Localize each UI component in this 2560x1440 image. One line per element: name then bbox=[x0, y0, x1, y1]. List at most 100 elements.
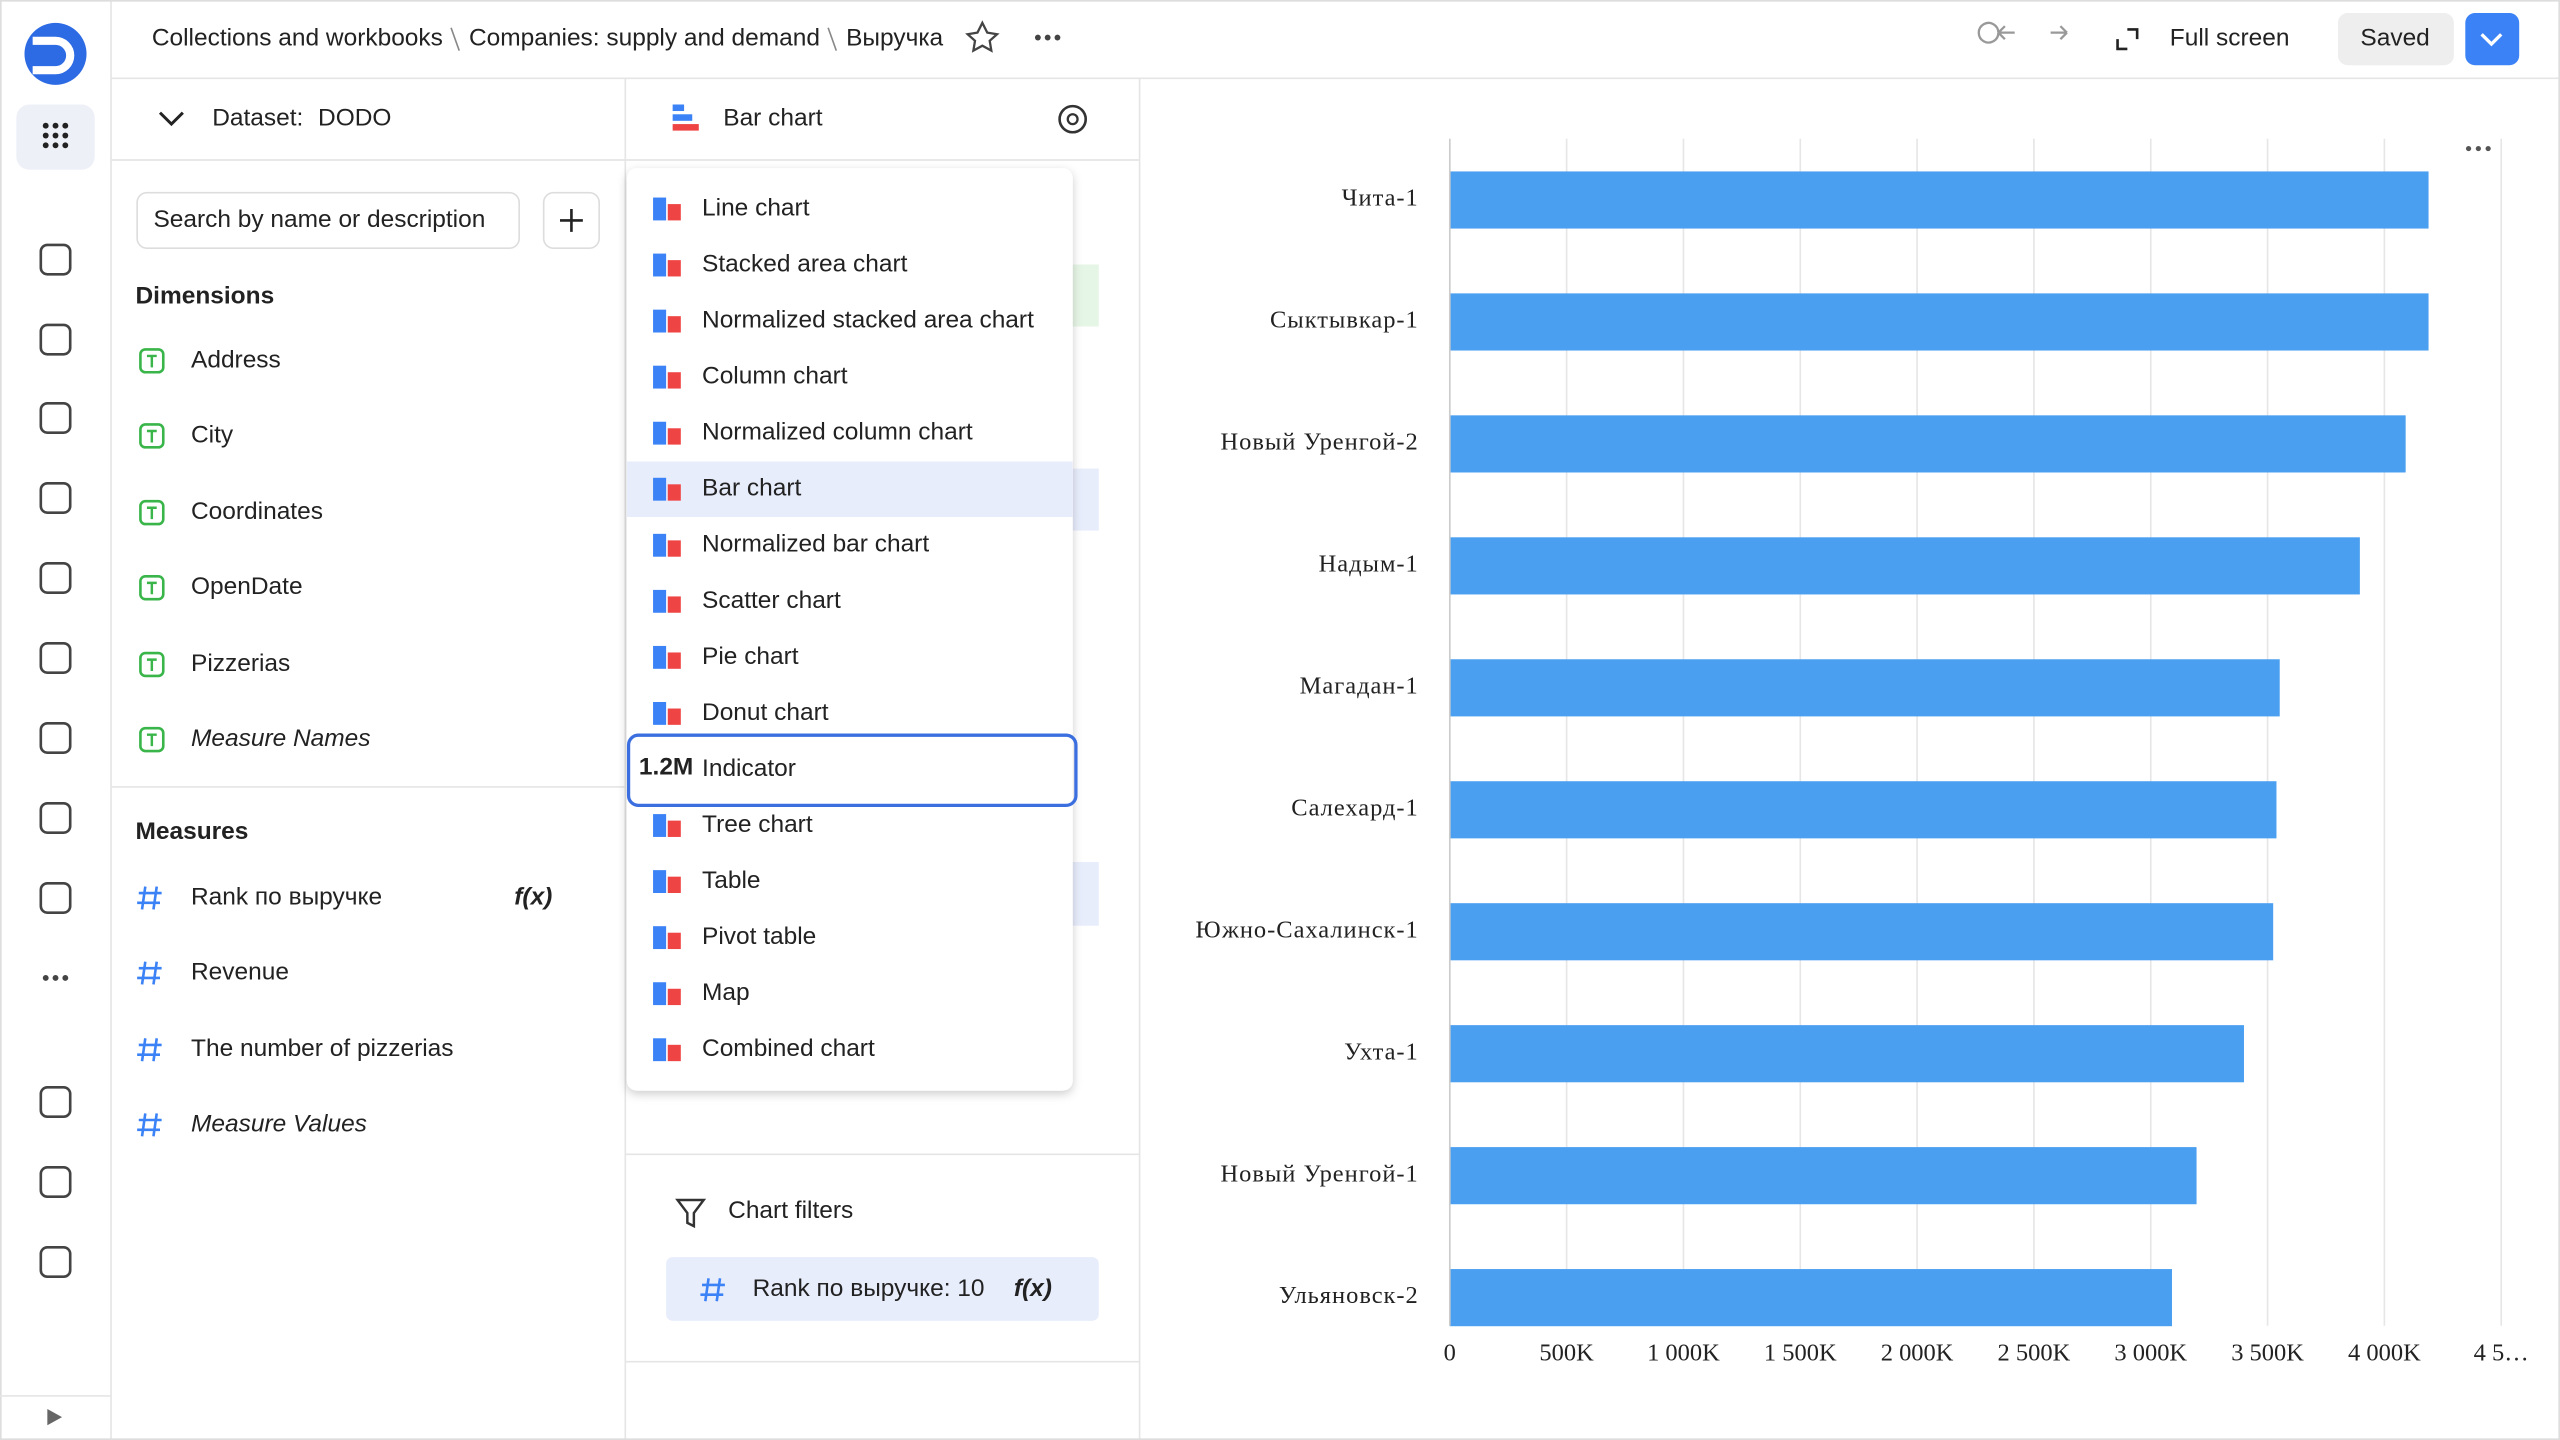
dimension-icon-glyph bbox=[146, 581, 157, 595]
menu-item[interactable]: Donut chart bbox=[702, 699, 829, 726]
menu-icon bbox=[653, 1038, 667, 1062]
filter-chip[interactable] bbox=[666, 1257, 1099, 1321]
visualization-type[interactable]: Bar chart bbox=[723, 105, 822, 132]
dimension-icon bbox=[139, 726, 165, 753]
collapse-arrow[interactable] bbox=[47, 1408, 63, 1426]
rail-icon[interactable] bbox=[39, 881, 72, 914]
redo[interactable] bbox=[2050, 25, 2068, 40]
rail-icon[interactable] bbox=[39, 1086, 72, 1119]
apps-dot bbox=[42, 142, 49, 149]
dimension-icon-glyph bbox=[146, 354, 157, 368]
search-box[interactable] bbox=[136, 191, 520, 249]
dimension-icon bbox=[139, 423, 165, 449]
dimension-field[interactable]: Coordinates bbox=[191, 498, 323, 525]
y-tick-label: Ульяновск-2 bbox=[1279, 1282, 1419, 1309]
rail-icon[interactable] bbox=[39, 1246, 72, 1279]
measure-field[interactable]: Rank по выручке bbox=[191, 883, 382, 910]
saved-button[interactable] bbox=[2337, 13, 2454, 66]
dataset-chevron[interactable] bbox=[158, 111, 184, 127]
rail-icon[interactable] bbox=[39, 481, 72, 514]
menu-item[interactable]: Bar chart bbox=[702, 475, 801, 502]
fullscreen-icon[interactable] bbox=[2116, 28, 2139, 51]
rail-icon[interactable] bbox=[39, 323, 72, 356]
menu-icon bbox=[653, 870, 667, 893]
dimension-field[interactable]: Pizzerias bbox=[191, 650, 290, 677]
menu-item[interactable]: Combined chart bbox=[702, 1035, 875, 1062]
bar[interactable] bbox=[1449, 781, 2277, 839]
menu-icon bbox=[667, 540, 681, 557]
chart-menu-dot[interactable] bbox=[2465, 145, 2472, 152]
more-dot[interactable] bbox=[1044, 34, 1051, 41]
menu-item[interactable]: Map bbox=[702, 979, 750, 1006]
menu-item[interactable]: Tree chart bbox=[702, 811, 813, 838]
menu-item-focus bbox=[626, 733, 1078, 808]
chart-menu-dot[interactable] bbox=[2475, 145, 2481, 152]
menu-icon bbox=[653, 982, 667, 1006]
menu-item[interactable]: Table bbox=[702, 867, 761, 894]
breadcrumb[interactable]: Companies: supply and demand bbox=[469, 25, 820, 52]
menu-icon bbox=[667, 372, 681, 389]
menu-item[interactable]: Normalized stacked area chart bbox=[702, 307, 1034, 334]
placeholder-section bbox=[1072, 468, 1099, 531]
rail-icon[interactable] bbox=[39, 641, 72, 674]
rail-icon[interactable] bbox=[39, 801, 72, 834]
rail-icon[interactable] bbox=[39, 1166, 72, 1199]
undo[interactable] bbox=[1977, 21, 2015, 44]
rail-icon[interactable] bbox=[39, 243, 72, 276]
dimension-field[interactable]: City bbox=[191, 421, 234, 448]
favorite-star[interactable] bbox=[965, 20, 1000, 53]
full-screen[interactable]: Full screen bbox=[2170, 25, 2290, 52]
menu-icon bbox=[667, 1044, 681, 1062]
x-tick-label: 3 500K bbox=[2231, 1340, 2304, 1367]
dataset-name[interactable]: DODO bbox=[318, 105, 391, 132]
menu-item[interactable]: Pie chart bbox=[702, 643, 799, 670]
menu-item[interactable]: Scatter chart bbox=[702, 587, 841, 614]
save-menu-button[interactable] bbox=[2465, 13, 2520, 66]
bar[interactable] bbox=[1449, 659, 2280, 717]
menu-item[interactable]: Indicator bbox=[702, 755, 796, 782]
menu-item[interactable]: Line chart bbox=[702, 194, 810, 221]
more-dot[interactable] bbox=[1034, 34, 1041, 41]
chart-menu-dot[interactable] bbox=[2485, 145, 2491, 152]
settings[interactable] bbox=[1058, 104, 1088, 134]
menu-icon bbox=[653, 645, 667, 669]
bar[interactable] bbox=[1449, 903, 2274, 961]
dimension-field[interactable]: Address bbox=[191, 346, 281, 373]
viz-icon bbox=[672, 104, 685, 112]
bar[interactable] bbox=[1449, 1269, 2173, 1327]
more-dot[interactable] bbox=[1054, 34, 1061, 41]
menu-icon bbox=[667, 484, 681, 501]
dimension-field[interactable]: Measure Names bbox=[191, 725, 371, 752]
menu-item[interactable]: Stacked area chart bbox=[702, 250, 908, 277]
breadcrumb[interactable]: Collections and workbooks bbox=[152, 25, 443, 52]
rail-icon[interactable] bbox=[39, 561, 72, 594]
logo-mark bbox=[32, 36, 75, 75]
menu-icon bbox=[667, 596, 681, 613]
bar[interactable] bbox=[1449, 537, 2360, 595]
dimension-field[interactable]: OpenDate bbox=[191, 573, 303, 600]
logo bbox=[24, 22, 87, 85]
breadcrumb[interactable]: Выручка bbox=[846, 25, 943, 52]
menu-icon bbox=[653, 701, 667, 725]
bar[interactable] bbox=[1449, 1025, 2244, 1083]
rail-icon[interactable] bbox=[39, 721, 72, 754]
bar[interactable] bbox=[1449, 293, 2429, 351]
menu-item[interactable]: Pivot table bbox=[702, 923, 816, 950]
menu-item[interactable]: Normalized column chart bbox=[702, 419, 973, 446]
menu-item[interactable]: Normalized bar chart bbox=[702, 531, 929, 558]
measure-field[interactable]: Measure Values bbox=[191, 1110, 367, 1137]
menu-icon bbox=[653, 253, 667, 277]
bar[interactable] bbox=[1449, 415, 2406, 473]
apps-dot bbox=[62, 122, 69, 129]
bar[interactable] bbox=[1449, 171, 2429, 229]
menu-icon bbox=[667, 652, 681, 669]
measure-field[interactable]: Revenue bbox=[191, 959, 289, 986]
bar[interactable] bbox=[1449, 1147, 2197, 1205]
rail-icon[interactable] bbox=[39, 401, 72, 434]
indicator-icon: 1.2M bbox=[639, 753, 693, 780]
menu-item[interactable]: Column chart bbox=[702, 363, 848, 390]
measure-field[interactable]: The number of pizzerias bbox=[191, 1035, 453, 1062]
menu-icon bbox=[667, 932, 681, 950]
